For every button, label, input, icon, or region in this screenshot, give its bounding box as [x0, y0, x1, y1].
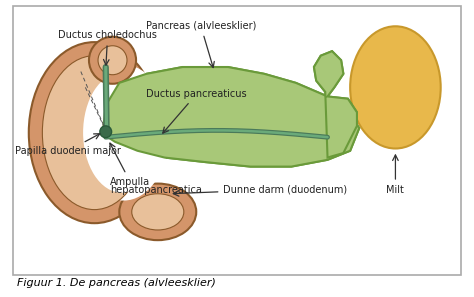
FancyBboxPatch shape	[13, 6, 461, 275]
Text: Ductus choledochus: Ductus choledochus	[58, 30, 157, 65]
Ellipse shape	[83, 73, 160, 193]
Ellipse shape	[79, 65, 169, 200]
Text: Figuur 1. De pancreas (alvleesklier): Figuur 1. De pancreas (alvleesklier)	[18, 278, 216, 288]
Circle shape	[89, 37, 136, 84]
Text: Pancreas (alvleesklier): Pancreas (alvleesklier)	[146, 21, 256, 67]
Polygon shape	[314, 51, 357, 157]
Ellipse shape	[350, 26, 441, 148]
Text: Milt: Milt	[386, 155, 404, 195]
Polygon shape	[101, 67, 359, 167]
Ellipse shape	[132, 194, 184, 230]
Text: Papilla duodeni major: Papilla duodeni major	[15, 134, 121, 156]
Circle shape	[100, 126, 111, 138]
Polygon shape	[314, 51, 357, 157]
Ellipse shape	[42, 56, 146, 210]
Text: Ampulla: Ampulla	[110, 143, 150, 187]
Ellipse shape	[29, 42, 160, 223]
Text: hepatopancreatica: hepatopancreatica	[110, 185, 202, 195]
Ellipse shape	[119, 184, 196, 240]
Circle shape	[98, 46, 127, 75]
Polygon shape	[101, 67, 359, 167]
Text: Ductus pancreaticus: Ductus pancreaticus	[146, 89, 247, 133]
Text: Dunne darm (duodenum): Dunne darm (duodenum)	[173, 184, 347, 196]
